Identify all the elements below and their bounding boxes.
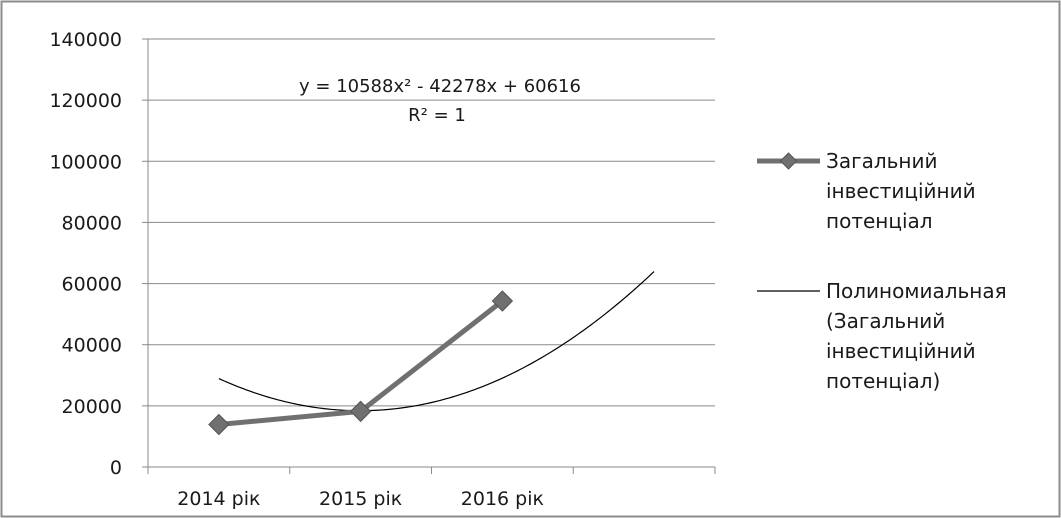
x-tick-label: 2014 рік: [177, 488, 260, 510]
axes: [142, 38, 716, 474]
data-point-marker: [208, 413, 230, 436]
tick-labels: 0 20000 40000 60000 80000 100000 120000 140000 2…: [49, 29, 544, 510]
y-tick-label: 100000: [49, 151, 122, 173]
y-tick-label: 60000: [62, 274, 122, 296]
legend-label-trendline: (Загальний: [826, 309, 945, 333]
series-group: [208, 290, 514, 436]
trendline-group: [218, 271, 655, 412]
y-tick-label: 40000: [62, 335, 122, 357]
legend-series-marker: [779, 152, 798, 170]
r-squared-label: R² = 1: [408, 105, 466, 126]
legend-label-trendline: потенціал): [826, 369, 940, 393]
legend-label-trendline: Полиномиальная: [826, 279, 1007, 303]
legend-label-series: Загальний: [826, 149, 937, 173]
legend-label-series: потенціал: [826, 209, 933, 233]
x-tick-label: 2015 рік: [319, 488, 402, 510]
legend-label-trendline: інвестиційний: [826, 339, 976, 363]
trendline-curve: [218, 271, 655, 412]
data-point-marker: [491, 290, 514, 312]
equation-label: y = 10588x² - 42278x + 60616: [299, 76, 581, 97]
y-tick-label: 0: [110, 457, 122, 479]
legend-label-series: інвестиційний: [826, 179, 976, 203]
gridlines: [148, 38, 715, 407]
data-point-marker: [349, 400, 372, 423]
y-tick-label: 20000: [62, 396, 122, 418]
y-tick-label: 120000: [49, 90, 122, 112]
y-tick-label: 80000: [62, 212, 122, 234]
x-tick-label: 2016 рік: [461, 488, 544, 510]
trendline-equation: y = 10588x² - 42278x + 60616 R² = 1: [299, 76, 581, 126]
legend: Загальний інвестиційний потенціал Полиномиа…: [757, 149, 1007, 393]
y-tick-label: 140000: [49, 29, 122, 51]
